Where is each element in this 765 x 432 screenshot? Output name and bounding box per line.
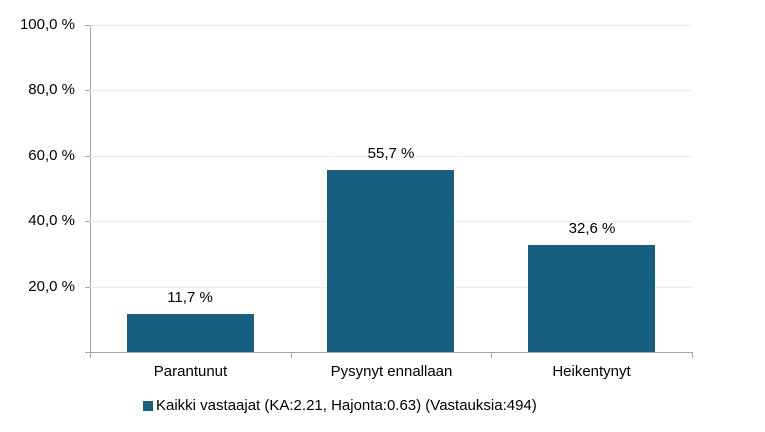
bar [528,245,655,352]
x-tick [692,352,693,358]
bar-value-label: 32,6 % [568,220,616,237]
y-tick-label: 100,0 % [19,16,75,33]
bar [127,314,254,352]
y-tick [85,352,90,353]
gridline [90,90,692,91]
y-tick [85,156,90,157]
y-tick [85,221,90,222]
bar-value-label: 11,7 % [167,289,213,306]
legend-label: Kaikki vastaajat (KA:2.21, Hajonta:0.63)… [156,397,537,414]
bar-value-label: 55,7 % [367,145,415,162]
bar [327,170,454,352]
x-tick [491,352,492,358]
y-tick [85,287,90,288]
y-tick-label: 60,0 % [28,147,75,164]
y-tick-label: 40,0 % [28,212,75,229]
y-tick [85,25,90,26]
gridline [90,25,692,26]
x-axis [90,352,692,353]
y-axis [90,25,91,353]
category-label: Parantunut [153,363,228,380]
category-label: Pysynyt ennallaan [330,363,453,380]
y-tick-label: 20,0 % [28,278,75,295]
x-tick [291,352,292,358]
y-tick [85,90,90,91]
x-tick [90,352,91,358]
gridline [90,156,692,157]
legend: Kaikki vastaajat (KA:2.21, Hajonta:0.63)… [143,398,537,414]
category-label: Heikentynyt [552,363,631,380]
y-tick-label: 80,0 % [28,81,75,98]
legend-swatch [143,401,153,411]
